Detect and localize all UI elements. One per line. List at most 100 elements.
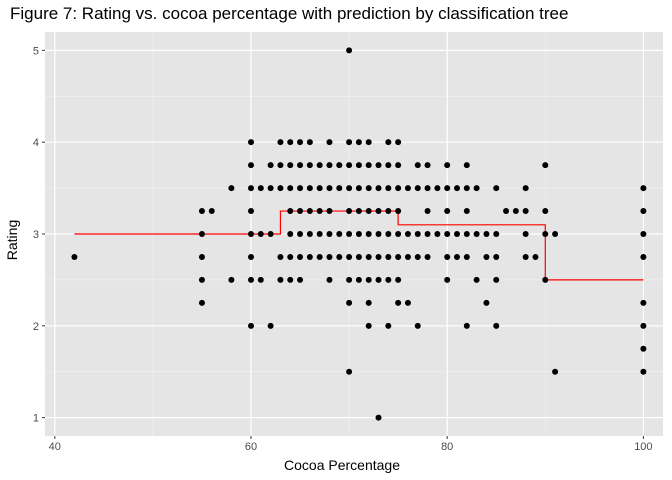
data-point	[277, 162, 284, 169]
data-point	[287, 276, 294, 283]
data-point	[355, 185, 362, 192]
data-point	[248, 231, 254, 237]
data-point	[375, 208, 382, 215]
data-point	[434, 231, 441, 237]
data-point	[336, 185, 343, 192]
data-point	[552, 231, 559, 237]
data-point	[414, 231, 421, 237]
data-point	[404, 185, 411, 192]
data-point	[316, 231, 323, 237]
x-tick-label: 40	[49, 441, 61, 453]
y-tick-label: 1	[33, 413, 39, 425]
data-point	[297, 253, 304, 260]
data-point	[306, 162, 313, 169]
data-point	[493, 276, 500, 283]
data-point	[267, 185, 274, 192]
data-point	[287, 253, 294, 260]
data-point	[542, 276, 549, 283]
data-point	[306, 231, 313, 237]
x-tick-label: 80	[441, 441, 453, 453]
x-tick-label: 100	[634, 441, 652, 453]
data-point	[375, 414, 382, 421]
data-point	[198, 253, 205, 260]
data-point	[424, 208, 431, 215]
data-point	[257, 276, 264, 283]
data-point	[287, 231, 294, 237]
data-point	[444, 231, 451, 237]
x-axis-label: Cocoa Percentage	[284, 457, 400, 473]
data-point	[463, 162, 470, 169]
prediction-step-line	[74, 210, 644, 281]
data-point	[414, 253, 421, 260]
data-point	[346, 276, 353, 283]
data-point	[493, 185, 500, 192]
data-point	[444, 253, 451, 260]
data-point	[297, 162, 304, 169]
data-point	[395, 276, 402, 283]
x-tick-label: 60	[245, 441, 257, 453]
data-point	[385, 231, 392, 237]
data-point	[640, 231, 647, 237]
data-point	[257, 231, 264, 237]
data-point	[316, 185, 323, 192]
data-point	[640, 368, 647, 375]
data-point	[483, 231, 490, 237]
data-point	[640, 253, 647, 260]
data-point	[355, 276, 362, 283]
data-point	[463, 185, 470, 192]
data-point	[552, 368, 559, 375]
data-point	[640, 185, 647, 192]
data-point	[385, 162, 392, 169]
data-point	[395, 231, 402, 237]
data-point	[493, 322, 500, 329]
data-point	[71, 253, 78, 260]
data-point	[346, 139, 353, 146]
data-point	[365, 299, 372, 306]
data-point	[532, 253, 539, 260]
data-point	[346, 47, 353, 54]
y-tick-label: 5	[33, 45, 39, 57]
data-point	[297, 276, 304, 283]
data-point	[640, 322, 647, 329]
data-point	[404, 299, 411, 306]
data-point	[483, 253, 490, 260]
data-point	[444, 162, 451, 169]
data-point	[375, 162, 382, 169]
data-point	[306, 208, 313, 215]
data-point	[365, 231, 372, 237]
data-point	[248, 162, 254, 169]
data-point	[385, 139, 392, 146]
data-point	[267, 231, 274, 237]
data-point	[473, 276, 480, 283]
data-point	[277, 253, 284, 260]
data-point	[297, 185, 304, 192]
data-point	[267, 162, 274, 169]
data-point	[346, 162, 353, 169]
data-point	[208, 208, 215, 215]
data-point	[365, 253, 372, 260]
data-point	[375, 185, 382, 192]
data-point	[228, 276, 235, 283]
data-point	[297, 208, 304, 215]
data-point	[395, 162, 402, 169]
data-point	[355, 162, 362, 169]
data-point	[404, 231, 411, 237]
data-point	[306, 139, 313, 146]
data-point	[277, 185, 284, 192]
data-point	[375, 253, 382, 260]
data-point	[297, 231, 304, 237]
data-point	[424, 253, 431, 260]
data-point	[365, 162, 372, 169]
data-point	[483, 299, 490, 306]
data-point	[414, 185, 421, 192]
y-tick-label: 3	[33, 229, 39, 241]
data-point	[336, 162, 343, 169]
data-point	[395, 208, 402, 215]
data-point	[326, 185, 333, 192]
data-point	[297, 139, 304, 146]
chart-title: Figure 7: Rating vs. cocoa percentage wi…	[10, 4, 569, 23]
data-point	[346, 368, 353, 375]
data-point	[385, 208, 392, 215]
data-point	[640, 299, 647, 306]
